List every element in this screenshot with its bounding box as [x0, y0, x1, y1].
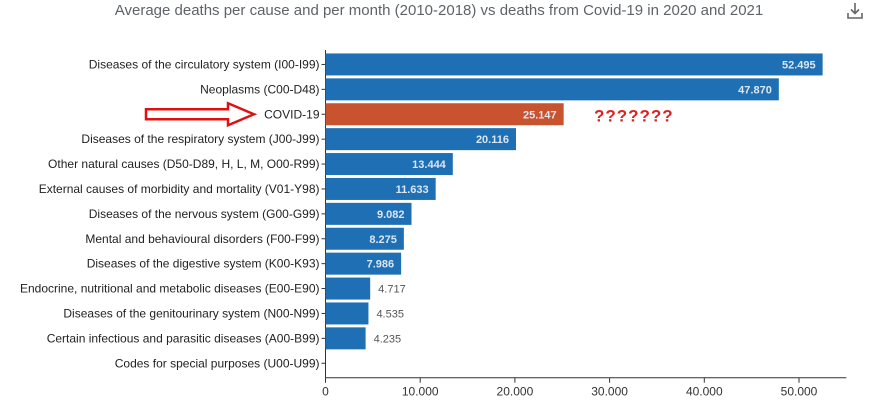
x-tick-label: 50.000 — [781, 385, 818, 399]
bar — [325, 103, 564, 126]
bar — [325, 78, 779, 101]
category-label: Diseases of the nervous system (G00-G99) — [89, 207, 320, 221]
x-tick-label: 10.000 — [402, 385, 439, 399]
bar — [325, 177, 436, 200]
data-label: 47.870 — [738, 84, 772, 96]
category-label: COVID-19 — [264, 107, 320, 121]
category-label: Diseases of the respiratory system (J00-… — [81, 132, 319, 146]
data-label: 52.495 — [782, 59, 816, 71]
data-label: 11.633 — [396, 184, 429, 196]
data-label: 8.275 — [369, 234, 397, 246]
x-tick-label: 40.000 — [686, 385, 723, 399]
bar — [325, 327, 366, 350]
bar — [325, 302, 369, 325]
category-label: Diseases of the circulatory system (I00-… — [89, 57, 320, 71]
category-label: Certain infectious and parasitic disease… — [47, 331, 320, 345]
data-label: 20.116 — [476, 134, 509, 146]
category-label: Diseases of the digestive system (K00-K9… — [87, 257, 320, 271]
bar — [325, 277, 371, 300]
data-label: 9.082 — [377, 209, 405, 221]
bar — [325, 153, 453, 176]
x-tick-label: 0 — [322, 385, 329, 399]
bar — [325, 128, 516, 151]
download-icon — [847, 3, 863, 19]
bar — [325, 53, 823, 76]
annotation-arrow — [144, 101, 258, 128]
data-label: 4.535 — [376, 308, 404, 320]
category-label: Diseases of the genitourinary system (N0… — [63, 306, 319, 320]
category-label: Endocrine, nutritional and metabolic dis… — [20, 282, 320, 296]
download-button[interactable] — [844, 0, 866, 22]
data-label: 25.147 — [523, 109, 557, 121]
x-tick-label: 30.000 — [591, 385, 628, 399]
bar — [325, 252, 402, 275]
category-label: Mental and behavioural disorders (F00-F9… — [85, 232, 319, 246]
chart-header: Average deaths per cause and per month (… — [0, 0, 878, 32]
data-label: 7.986 — [367, 259, 395, 271]
category-label: Other natural causes (D50-D89, H, L, M, … — [48, 157, 319, 171]
annotation-text: ??????? — [594, 106, 674, 125]
category-label: External causes of morbidity and mortali… — [39, 182, 320, 196]
category-label: Codes for special purposes (U00-U99) — [115, 356, 320, 370]
x-tick-label: 20.000 — [497, 385, 534, 399]
chart-title: Average deaths per cause and per month (… — [114, 2, 764, 19]
category-label: Neoplasms (C00-D48) — [200, 82, 319, 96]
data-label: 13.444 — [412, 159, 447, 171]
bar — [325, 202, 412, 225]
data-label: 4.717 — [378, 284, 406, 296]
bar — [325, 227, 404, 250]
data-label: 4.235 — [374, 333, 402, 345]
